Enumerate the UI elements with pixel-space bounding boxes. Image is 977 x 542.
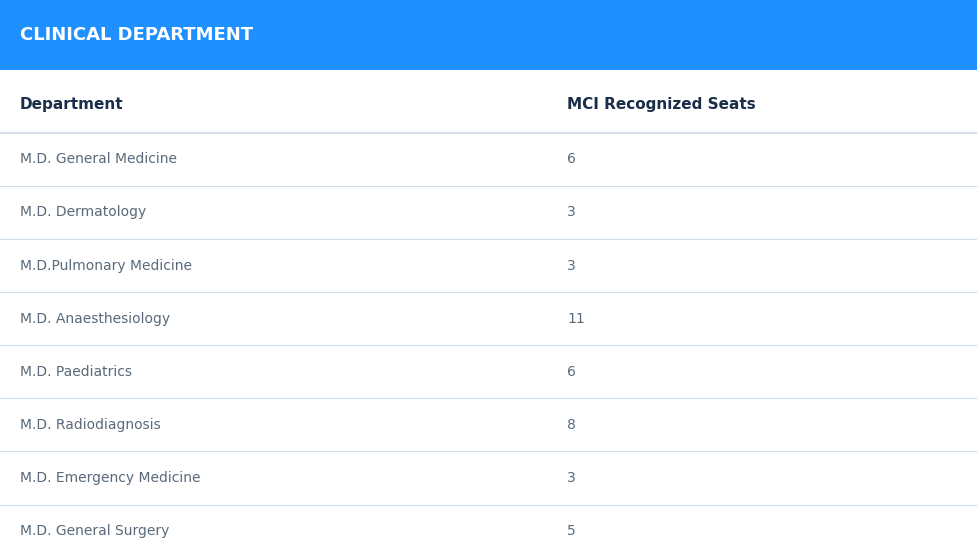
Text: 3: 3 bbox=[567, 259, 575, 273]
Text: M.D. Radiodiagnosis: M.D. Radiodiagnosis bbox=[20, 418, 160, 432]
Text: M.D. Paediatrics: M.D. Paediatrics bbox=[20, 365, 132, 379]
FancyBboxPatch shape bbox=[0, 0, 977, 70]
Text: MCI Recognized Seats: MCI Recognized Seats bbox=[567, 97, 755, 112]
Text: 3: 3 bbox=[567, 471, 575, 485]
Text: M.D. General Medicine: M.D. General Medicine bbox=[20, 152, 177, 166]
Text: 11: 11 bbox=[567, 312, 584, 326]
Text: M.D. Emergency Medicine: M.D. Emergency Medicine bbox=[20, 471, 200, 485]
Text: M.D. Dermatology: M.D. Dermatology bbox=[20, 205, 146, 220]
Text: Department: Department bbox=[20, 97, 123, 112]
Text: 5: 5 bbox=[567, 524, 575, 538]
Text: 3: 3 bbox=[567, 205, 575, 220]
Text: M.D. General Surgery: M.D. General Surgery bbox=[20, 524, 169, 538]
Text: M.D.Pulmonary Medicine: M.D.Pulmonary Medicine bbox=[20, 259, 191, 273]
Text: 6: 6 bbox=[567, 365, 575, 379]
Text: 8: 8 bbox=[567, 418, 575, 432]
Text: CLINICAL DEPARTMENT: CLINICAL DEPARTMENT bbox=[20, 26, 252, 44]
Text: 6: 6 bbox=[567, 152, 575, 166]
Text: M.D. Anaesthesiology: M.D. Anaesthesiology bbox=[20, 312, 170, 326]
